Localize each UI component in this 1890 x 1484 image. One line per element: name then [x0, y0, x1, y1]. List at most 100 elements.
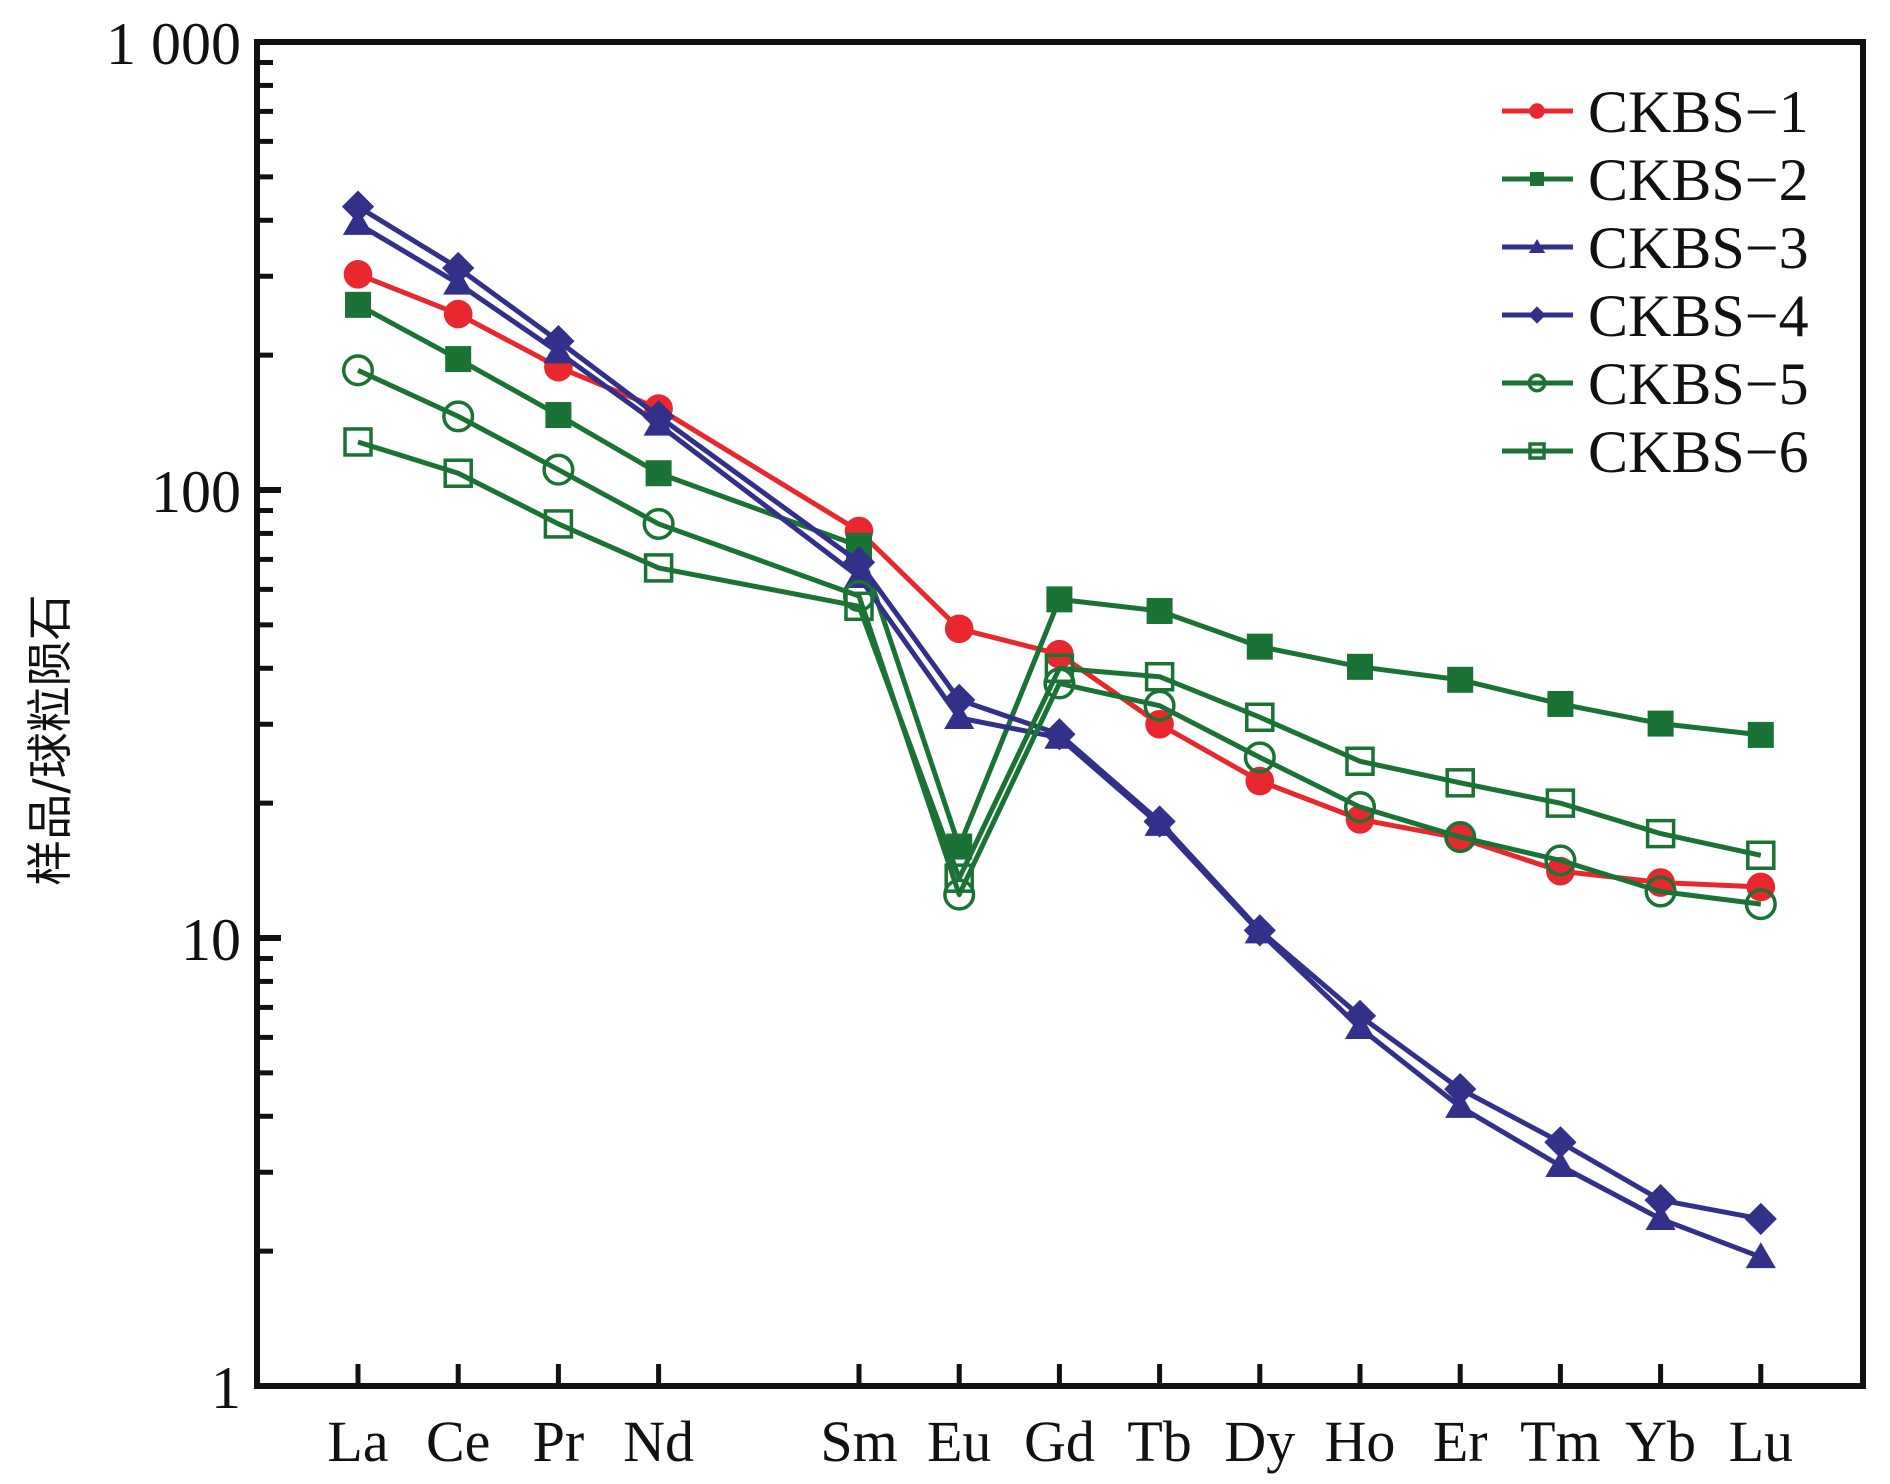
legend-item-ckbs-6: CKBS−6 [1502, 419, 1809, 485]
data-point-ckbs-4-dy [1243, 914, 1276, 947]
x-tick-label-gd: Gd [1024, 1409, 1095, 1474]
series-layer [341, 190, 1777, 1269]
x-tick-label-er: Er [1433, 1409, 1488, 1474]
data-point-ckbs-5-er [1444, 821, 1477, 854]
legend-item-ckbs-4: CKBS−4 [1502, 283, 1809, 349]
data-point-ckbs-6-lu [1746, 840, 1776, 871]
data-point-ckbs-5-nd [642, 507, 675, 540]
series-ckbs-4 [341, 190, 1777, 1236]
data-point-ckbs-6-dy [1245, 702, 1275, 732]
legend-item-ckbs-3: CKBS−3 [1502, 215, 1809, 281]
y-tick-label: 1 [211, 1355, 241, 1421]
data-point-ckbs-2-dy [1246, 633, 1273, 660]
data-point-ckbs-2-tb [1146, 597, 1173, 624]
data-point-ckbs-4-nd [642, 400, 675, 433]
legend-marker-icon [1527, 373, 1547, 393]
legend-marker-icon [1528, 239, 1546, 253]
series-ckbs-6 [343, 427, 1776, 893]
data-point-ckbs-1-ho [1345, 805, 1375, 834]
series-line-ckbs-6 [357, 439, 1762, 881]
data-point-ckbs-2-ho [1347, 653, 1373, 680]
data-point-ckbs-2-er [1447, 666, 1474, 693]
data-point-ckbs-5-pr [542, 453, 575, 486]
series-line-ckbs-4 [356, 204, 1762, 1222]
legend-item-ckbs-5: CKBS−5 [1502, 351, 1809, 417]
x-tick-label-tb: Tb [1127, 1409, 1191, 1474]
data-point-ckbs-4-gd [1043, 718, 1076, 751]
y-tick-label: 1 000 [106, 11, 241, 77]
data-point-ckbs-1-ce [443, 299, 473, 329]
series-ckbs-2 [345, 291, 1774, 860]
series-ckbs-5 [341, 354, 1777, 921]
legend-item-ckbs-1: CKBS−1 [1502, 79, 1809, 145]
series-line-ckbs-3 [356, 221, 1762, 1260]
data-point-ckbs-3-yb [1645, 1204, 1676, 1231]
data-point-ckbs-3-lu [1745, 1242, 1776, 1269]
legend-label: CKBS−5 [1588, 351, 1809, 417]
data-point-ckbs-6-eu [944, 863, 974, 893]
x-tick-label-eu: Eu [927, 1409, 991, 1474]
y-axis: 1 10 100 1 000 [106, 11, 281, 1421]
data-point-ckbs-4-la [341, 190, 375, 223]
y-tick-label: 100 [151, 459, 241, 525]
series-line-ckbs-5 [356, 368, 1762, 907]
x-tick-label-nd: Nd [623, 1409, 694, 1474]
data-point-ckbs-2-yb [1647, 710, 1674, 737]
data-point-ckbs-6-tb [1144, 661, 1175, 692]
data-point-ckbs-4-eu [943, 683, 976, 717]
data-point-ckbs-6-pr [543, 509, 574, 539]
data-point-ckbs-6-tm [1545, 788, 1576, 818]
legend-marker-icon [1529, 103, 1545, 119]
x-axis: La Ce Pr Nd Sm Eu Gd Tb Dy Ho Er Tm Yb Lu [327, 1364, 1793, 1474]
legend-item-ckbs-2: CKBS−2 [1502, 147, 1809, 213]
data-point-ckbs-4-er [1444, 1072, 1477, 1106]
y-axis-label: 样品/球粒陨石 [23, 594, 77, 886]
data-point-ckbs-6-la [343, 427, 373, 457]
data-point-ckbs-4-lu [1744, 1202, 1777, 1236]
data-point-ckbs-5-ce [442, 400, 475, 433]
data-point-ckbs-5-la [341, 354, 375, 387]
data-point-ckbs-2-la [345, 291, 371, 318]
data-point-ckbs-5-dy [1243, 741, 1276, 774]
data-point-ckbs-5-ho [1343, 791, 1377, 824]
data-point-ckbs-4-pr [542, 324, 575, 358]
legend-marker-icon [1528, 442, 1546, 460]
data-point-ckbs-6-ce [443, 458, 473, 488]
data-point-ckbs-4-ho [1343, 999, 1377, 1033]
legend-label: CKBS−6 [1588, 419, 1809, 485]
data-point-ckbs-2-nd [645, 460, 672, 487]
data-point-ckbs-3-tm [1545, 1151, 1576, 1177]
x-tick-label-dy: Dy [1224, 1409, 1295, 1474]
data-point-ckbs-2-gd [1046, 586, 1073, 613]
x-tick-label-ho: Ho [1325, 1409, 1396, 1474]
data-point-ckbs-6-gd [1044, 653, 1075, 684]
y-tick-label: 10 [181, 907, 241, 973]
x-tick-label-la: La [327, 1409, 388, 1474]
data-point-ckbs-1-la [343, 260, 373, 289]
legend-marker-icon [1528, 306, 1546, 324]
legend-label: CKBS−1 [1588, 79, 1809, 145]
data-point-ckbs-1-eu [944, 614, 974, 644]
x-tick-label-sm: Sm [820, 1409, 897, 1474]
data-point-ckbs-6-yb [1645, 818, 1676, 849]
data-point-ckbs-6-er [1445, 768, 1475, 798]
data-point-ckbs-2-ce [445, 346, 472, 373]
x-tick-label-pr: Pr [533, 1409, 585, 1474]
data-point-ckbs-6-sm [844, 591, 874, 622]
legend-marker-icon [1530, 172, 1544, 186]
data-point-ckbs-6-nd [643, 553, 674, 583]
data-point-ckbs-4-yb [1644, 1183, 1677, 1217]
series-line-ckbs-1 [357, 271, 1761, 890]
x-tick-label-ce: Ce [426, 1409, 490, 1474]
data-point-ckbs-4-tb [1143, 805, 1176, 838]
data-point-ckbs-5-yb [1644, 875, 1677, 908]
data-point-ckbs-1-dy [1245, 766, 1275, 796]
data-point-ckbs-4-ce [442, 251, 475, 285]
series-line-ckbs-2 [356, 302, 1762, 850]
data-point-ckbs-5-tb [1143, 689, 1176, 722]
legend-label: CKBS−4 [1588, 283, 1809, 349]
data-point-ckbs-1-lu [1746, 872, 1776, 902]
data-point-ckbs-5-tm [1544, 844, 1577, 877]
legend-label: CKBS−3 [1588, 215, 1809, 281]
